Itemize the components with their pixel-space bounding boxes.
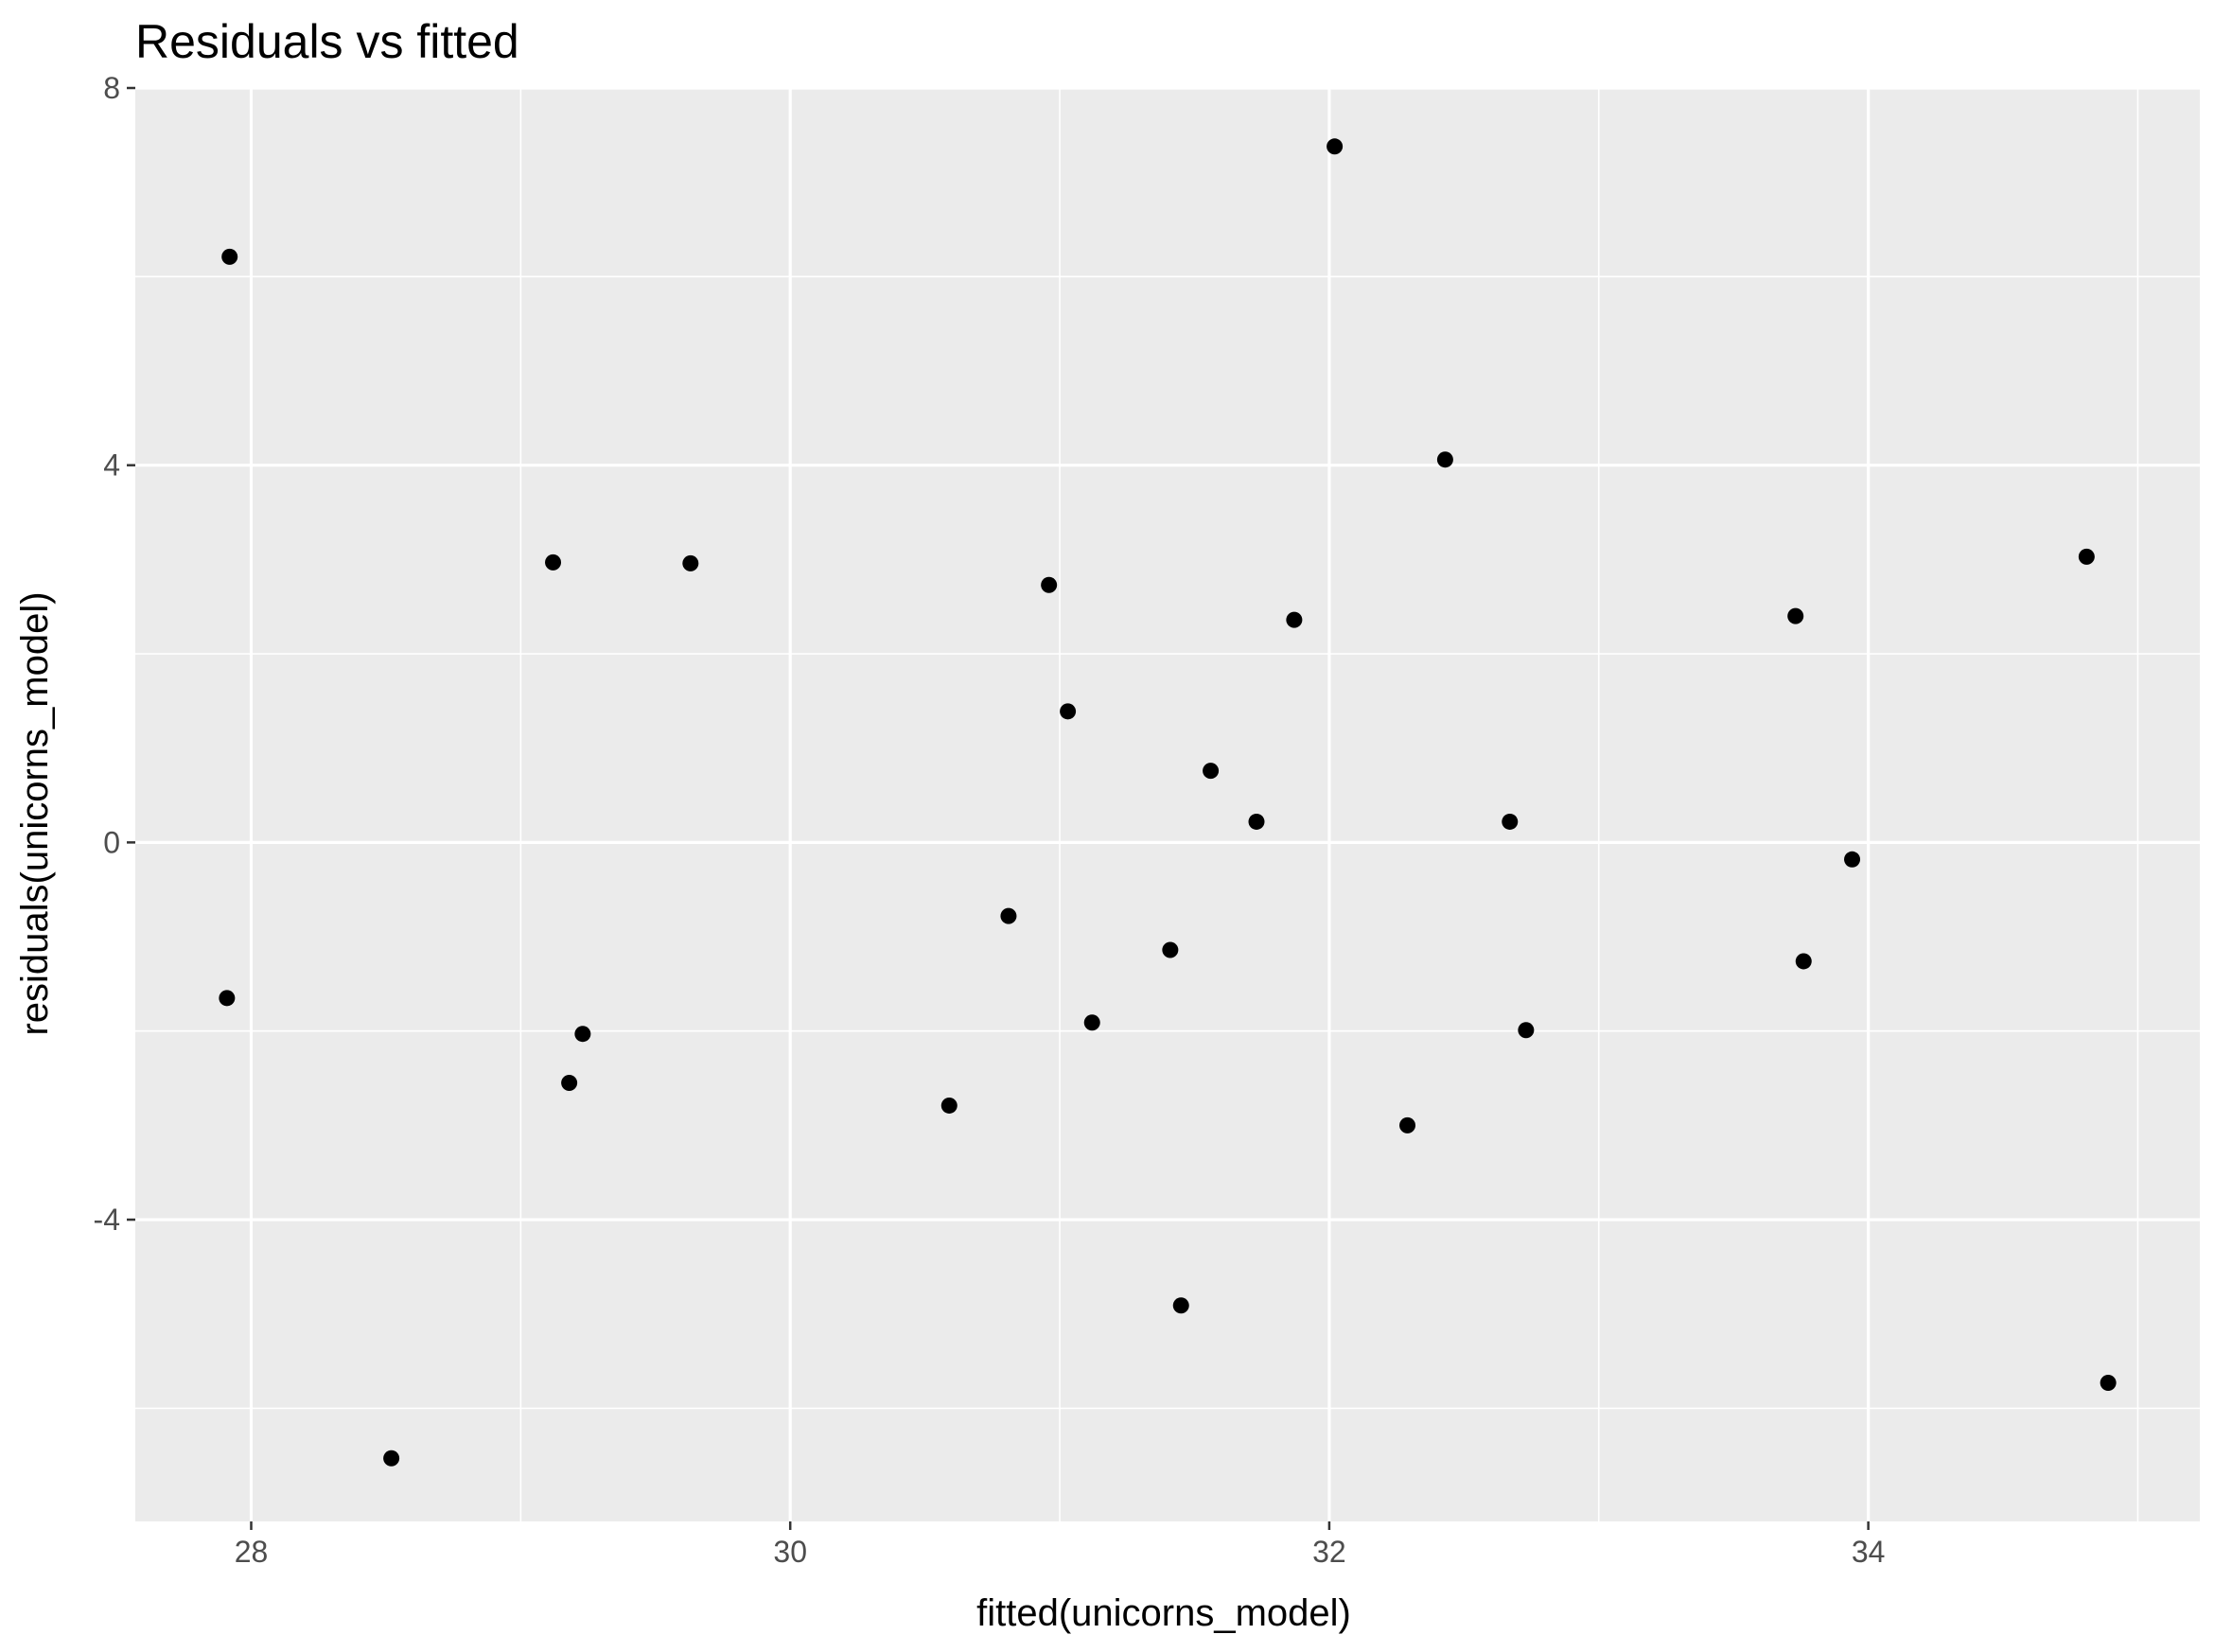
grid-major xyxy=(135,86,2200,1521)
data-point xyxy=(574,1026,591,1043)
data-point xyxy=(1060,703,1077,720)
data-point xyxy=(1172,1297,1189,1314)
data-point xyxy=(2078,548,2095,565)
data-point xyxy=(1203,763,1220,780)
x-tick-label: 28 xyxy=(235,1535,269,1569)
data-point xyxy=(682,554,699,571)
data-point xyxy=(1000,907,1017,924)
data-point xyxy=(1162,941,1179,958)
data-point xyxy=(221,248,238,265)
grid-minor xyxy=(135,88,2200,1521)
data-point xyxy=(1502,813,1519,830)
chart-title: Residuals vs fitted xyxy=(135,15,519,68)
y-tick-label: 0 xyxy=(103,825,120,859)
data-point xyxy=(1436,451,1453,468)
data-point xyxy=(561,1075,578,1092)
data-point xyxy=(2100,1374,2117,1391)
data-point xyxy=(1795,953,1812,970)
data-point xyxy=(1844,851,1861,868)
data-point xyxy=(383,1450,400,1467)
plot-panel xyxy=(135,88,2200,1521)
y-tick-label: 4 xyxy=(103,448,120,483)
data-point xyxy=(1399,1116,1416,1134)
data-point xyxy=(219,990,236,1007)
data-points xyxy=(219,138,2117,1467)
x-tick-label: 32 xyxy=(1312,1535,1346,1569)
data-point xyxy=(1248,813,1265,830)
data-point xyxy=(1286,611,1303,628)
data-point xyxy=(545,554,562,571)
data-point xyxy=(940,1097,958,1114)
y-tick-label: 8 xyxy=(103,71,120,105)
x-tick-label: 30 xyxy=(773,1535,807,1569)
data-point xyxy=(1518,1022,1535,1039)
data-point xyxy=(1327,138,1344,155)
y-tick-label: -4 xyxy=(94,1203,120,1237)
x-axis: 28 30 32 34 xyxy=(235,1521,1886,1569)
data-point xyxy=(1083,1014,1100,1031)
data-point xyxy=(1787,607,1804,624)
x-axis-title: fitted(unicorns_model) xyxy=(976,1592,1351,1634)
y-axis: -4 0 4 8 xyxy=(94,71,135,1237)
x-tick-label: 34 xyxy=(1852,1535,1886,1569)
y-axis-title: residuals(unicorns_model) xyxy=(14,591,56,1035)
data-point xyxy=(1041,576,1058,593)
